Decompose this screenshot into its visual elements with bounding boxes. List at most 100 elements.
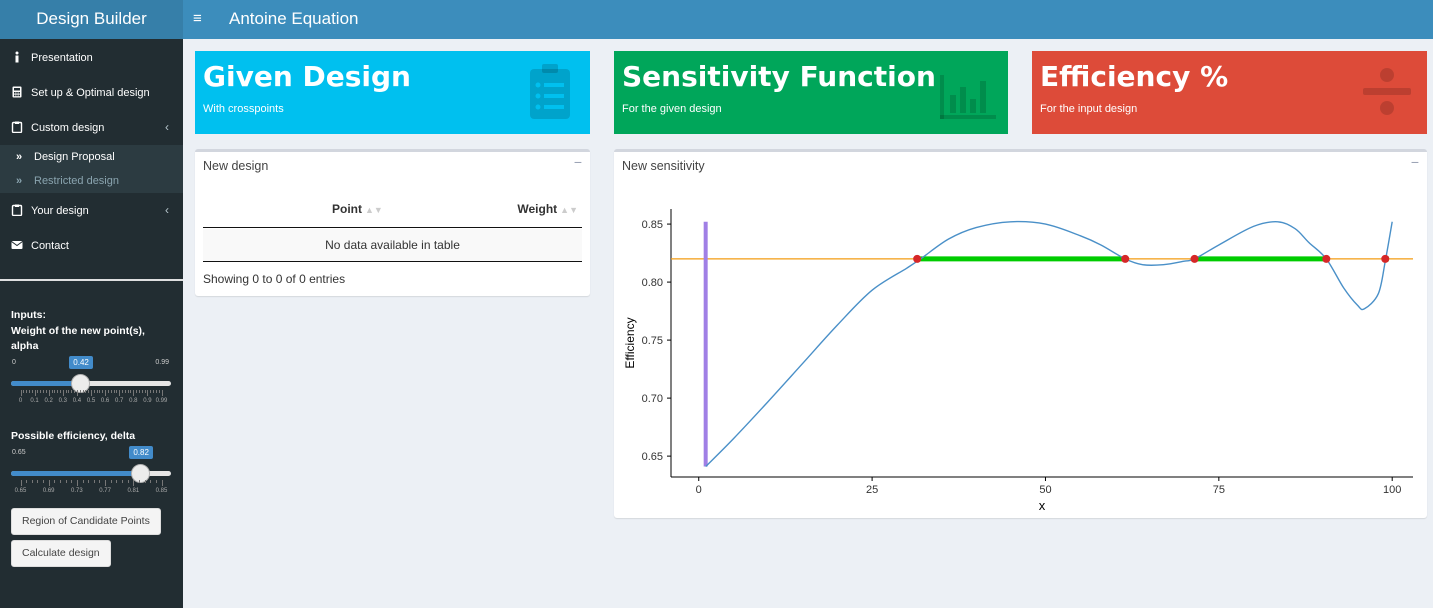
slider-tick bbox=[85, 390, 87, 393]
slider-tick-label: 0.6 bbox=[100, 398, 110, 404]
slider-tick bbox=[147, 390, 149, 396]
info-icon bbox=[15, 51, 19, 63]
x-tick-label: 75 bbox=[1213, 484, 1225, 496]
alpha-slider[interactable]: 0 0.99 0.42 0 0.1 0.2 0.3 0.4 0.5 0.6 0.7 0.8 0.9… bbox=[11, 354, 171, 414]
slider-tick-label: 0.3 bbox=[58, 398, 67, 404]
slider-fill bbox=[11, 381, 81, 386]
slider-tick bbox=[43, 390, 45, 393]
slider-tick bbox=[31, 480, 33, 483]
slider-tick bbox=[150, 390, 152, 393]
slider-tick bbox=[54, 480, 56, 483]
slider-tick bbox=[40, 390, 42, 393]
delta-slider[interactable]: 0.65 0.82 0.65 0.69 0.73 0.77 0.81 0.85 bbox=[11, 444, 171, 504]
column-header-weight[interactable]: Weight ▲▼ bbox=[517, 202, 578, 216]
slider-tick-label: 0.85 bbox=[155, 488, 168, 494]
crosspoint-marker bbox=[1121, 254, 1130, 263]
slider-value-badge: 0.42 bbox=[69, 356, 93, 369]
slider-tick-label: 0.81 bbox=[127, 488, 140, 494]
slider-track[interactable] bbox=[11, 381, 171, 386]
slider-value-badge: 0.82 bbox=[129, 446, 153, 459]
envelope-icon bbox=[11, 241, 23, 249]
double-chevron-right-icon: » bbox=[16, 151, 23, 163]
sidebar-divider bbox=[0, 279, 183, 281]
new-design-box: New design − Point ▲▼ Weight ▲▼ No data av… bbox=[195, 149, 590, 296]
sidebar-item-contact[interactable]: Contact bbox=[0, 228, 183, 263]
slider-tick bbox=[96, 390, 98, 393]
slider-tick bbox=[105, 480, 107, 486]
sensitivity-chart[interactable]: 0.65 0.70 0.75 0.80 0.85 0 25 50 75 100 x Efficienc… bbox=[614, 152, 1427, 518]
sidebar-item-custom-design[interactable]: Custom design ‹ bbox=[0, 110, 183, 145]
slider-tick bbox=[102, 390, 104, 393]
region-candidate-points-button[interactable]: Region of Candidate Points bbox=[11, 508, 161, 535]
slider-tick bbox=[45, 390, 47, 393]
clipboard-icon bbox=[11, 204, 23, 216]
slider-tick bbox=[82, 390, 84, 393]
sidebar-item-your-design[interactable]: Your design ‹ bbox=[0, 193, 183, 228]
clipboard-list-icon bbox=[530, 64, 570, 119]
slider-ticks bbox=[11, 390, 171, 396]
slider-tick bbox=[20, 480, 22, 486]
slider-tick bbox=[48, 390, 50, 396]
slider-tick bbox=[144, 390, 146, 393]
slider-tick-label: 0.8 bbox=[129, 398, 138, 404]
slider-tick-label: 0.99 bbox=[155, 398, 168, 404]
slider-min-label: 0 bbox=[12, 359, 16, 366]
slider-tick bbox=[161, 480, 163, 486]
slider-tick bbox=[99, 480, 101, 483]
slider-tick bbox=[74, 390, 76, 393]
app-logo[interactable]: Design Builder bbox=[0, 0, 183, 39]
sidebar-item-presentation[interactable]: Presentation bbox=[0, 40, 183, 75]
divide-icon bbox=[1363, 68, 1411, 115]
slider-tick bbox=[28, 390, 30, 393]
slider-tick bbox=[65, 390, 67, 393]
slider-tick bbox=[124, 390, 126, 393]
column-header-point[interactable]: Point ▲▼ bbox=[332, 202, 383, 216]
valuebox-efficiency: Efficiency % For the input design bbox=[1032, 51, 1427, 134]
slider-tick bbox=[71, 390, 73, 393]
slider-tick bbox=[155, 480, 157, 483]
sidebar-item-label: Set up & Optimal design bbox=[31, 87, 150, 99]
sidebar-toggle-icon[interactable]: ≡ bbox=[193, 10, 202, 27]
sort-icon: ▲▼ bbox=[365, 205, 383, 215]
slider-tick bbox=[136, 390, 138, 393]
slider-tick bbox=[26, 480, 28, 483]
slider-tick bbox=[116, 480, 118, 483]
calculate-design-button[interactable]: Calculate design bbox=[11, 540, 111, 567]
slider-tick bbox=[93, 480, 95, 483]
slider-tick bbox=[99, 390, 101, 393]
clipboard-icon bbox=[11, 121, 23, 133]
box-title: New design bbox=[203, 159, 269, 173]
valuebox-title: Given Design bbox=[203, 60, 411, 93]
y-tick-label: 0.75 bbox=[642, 335, 663, 347]
collapse-icon[interactable]: − bbox=[573, 154, 582, 170]
slider-tick bbox=[23, 390, 25, 393]
slider-tick bbox=[26, 390, 28, 393]
slider-tick bbox=[59, 390, 61, 393]
slider-tick bbox=[127, 480, 129, 483]
sidebar-subitem-label: Design Proposal bbox=[34, 151, 115, 163]
slider-tick bbox=[34, 390, 36, 396]
slider-tick-label: 0.65 bbox=[14, 488, 27, 494]
slider-handle[interactable] bbox=[130, 464, 150, 483]
sensitivity-curve bbox=[705, 220, 1393, 468]
sidebar-subitem-design-proposal[interactable]: » Design Proposal bbox=[0, 145, 183, 169]
sidebar-subitem-restricted-design[interactable]: » Restricted design bbox=[0, 169, 183, 193]
crosspoint-marker bbox=[1190, 254, 1199, 263]
sidebar-item-setup-optimal[interactable]: Set up & Optimal design bbox=[0, 75, 183, 110]
x-tick-label: 0 bbox=[696, 484, 702, 496]
double-chevron-right-icon: » bbox=[16, 175, 23, 187]
slider-tick bbox=[79, 390, 81, 393]
x-tick-label: 25 bbox=[866, 484, 878, 496]
slider-tick bbox=[153, 390, 155, 393]
custom-design-submenu: » Design Proposal » Restricted design bbox=[0, 145, 183, 193]
slider-tick bbox=[127, 390, 129, 393]
table-info: Showing 0 to 0 of 0 entries bbox=[203, 272, 346, 286]
slider-tick bbox=[155, 390, 157, 393]
slider-tick-label: 0.4 bbox=[72, 398, 82, 404]
x-tick-label: 50 bbox=[1039, 484, 1051, 496]
bar-chart-icon bbox=[940, 75, 996, 119]
collapse-icon[interactable]: − bbox=[1410, 154, 1419, 170]
slider-fill bbox=[11, 471, 141, 476]
sort-icon: ▲▼ bbox=[560, 205, 578, 215]
sidebar-item-label: Custom design bbox=[31, 122, 105, 134]
